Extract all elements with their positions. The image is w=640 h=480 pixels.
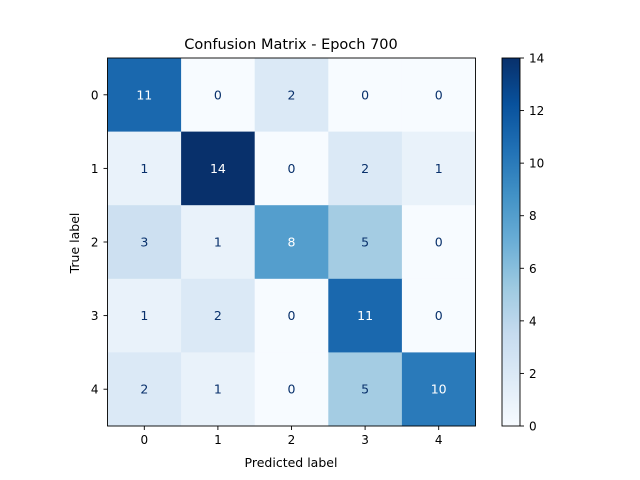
cell-value-label: 11 [357, 308, 373, 323]
heatmap-cell-r4-c1 [181, 352, 256, 427]
colorbar-tick-label: 8 [529, 209, 537, 223]
cell-value-label: 0 [361, 87, 369, 102]
heatmap-cell-r4-c0 [107, 352, 182, 427]
y-axis-label: True label [67, 213, 82, 275]
cell-value-label: 2 [214, 308, 222, 323]
cell-value-label: 2 [140, 382, 148, 397]
heatmap-cell-r2-c0 [107, 205, 182, 280]
colorbar-tick-label: 4 [529, 314, 537, 328]
heatmap-cell-r0-c0 [107, 58, 182, 132]
heatmap-cell-r4-c2 [254, 352, 329, 427]
x-tick-label: 4 [435, 433, 443, 447]
heatmap-cell-r1-c4 [401, 131, 476, 206]
y-tick-label: 0 [91, 88, 99, 102]
x-axis-ticks: 0 1 2 3 4 [140, 426, 443, 447]
heatmap-cell-r3-c3 [328, 278, 403, 353]
colorbar-frame [501, 57, 521, 427]
cell-value-label: 1 [214, 382, 222, 397]
colorbar-tick-label: 0 [529, 420, 537, 434]
y-tick-label: 2 [91, 236, 99, 250]
heatmap-cell-r3-c0 [107, 278, 182, 353]
heatmap-cell-r3-c1 [181, 278, 256, 353]
heatmap-cell-r0-c4 [401, 58, 476, 132]
cell-value-labels: 11 0 2 0 01 14 0 2 13 1 8 5 01 2 0 11 02 1 0 5 10 [136, 87, 446, 396]
colorbar-tick-label: 10 [529, 157, 544, 171]
heatmap-cell-r2-c2 [254, 205, 329, 280]
heatmap-cells [107, 58, 476, 427]
heatmap-cell-r2-c3 [328, 205, 403, 280]
x-tick-label: 3 [361, 433, 369, 447]
cell-value-label: 0 [214, 87, 222, 102]
colorbar [502, 58, 520, 426]
chart-title: Confusion Matrix - Epoch 700 [184, 37, 398, 53]
cell-value-label: 5 [361, 235, 369, 250]
heatmap-cell-r1-c0 [107, 131, 182, 206]
colorbar-tick-label: 12 [529, 104, 544, 118]
cell-value-label: 0 [288, 308, 296, 323]
cell-value-label: 0 [288, 382, 296, 397]
y-tick-label: 4 [91, 383, 99, 397]
x-tick-label: 0 [140, 433, 148, 447]
colorbar-tick-label: 6 [529, 262, 537, 276]
cell-value-label: 0 [435, 308, 443, 323]
colorbar-ticks: 0 2 4 6 8 10 12 14 [520, 52, 544, 434]
cell-value-label: 8 [288, 235, 296, 250]
heatmap-cell-r0-c3 [328, 58, 403, 132]
heatmap-cell-r2-c4 [401, 205, 476, 280]
cell-value-label: 0 [288, 161, 296, 176]
cell-value-label: 11 [136, 87, 152, 102]
cell-value-label: 1 [435, 161, 443, 176]
heatmap-cell-r3-c2 [254, 278, 329, 353]
x-axis-label: Predicted label [245, 455, 338, 470]
cell-value-label: 5 [361, 382, 369, 397]
heatmap-cell-r0-c2 [254, 58, 329, 132]
cell-value-label: 1 [140, 308, 148, 323]
cell-value-label: 10 [431, 382, 447, 397]
heatmap-cell-r3-c4 [401, 278, 476, 353]
cell-value-label: 0 [435, 87, 443, 102]
x-tick-label: 2 [288, 433, 296, 447]
heatmap-cell-r1-c1 [181, 131, 256, 206]
cell-value-label: 0 [435, 235, 443, 250]
cell-value-label: 14 [210, 161, 226, 176]
y-axis-ticks: 0 1 2 3 4 [91, 88, 108, 397]
colorbar-tick-label: 14 [529, 52, 544, 66]
heatmap-cell-r0-c1 [181, 58, 256, 132]
colorbar-tick-label: 2 [529, 367, 537, 381]
y-tick-label: 1 [91, 162, 99, 176]
cell-value-label: 3 [140, 235, 148, 250]
cell-value-label: 2 [361, 161, 369, 176]
heatmap-cell-r4-c4 [401, 352, 476, 427]
cell-value-label: 2 [288, 87, 296, 102]
heatmap-cell-r4-c3 [328, 352, 403, 427]
y-tick-label: 3 [91, 309, 99, 323]
cell-value-label: 1 [140, 161, 148, 176]
x-tick-label: 1 [214, 433, 222, 447]
heatmap-cell-r2-c1 [181, 205, 256, 280]
cell-value-label: 1 [214, 235, 222, 250]
heatmap-cell-r1-c2 [254, 131, 329, 206]
heatmap-cell-r1-c3 [328, 131, 403, 206]
